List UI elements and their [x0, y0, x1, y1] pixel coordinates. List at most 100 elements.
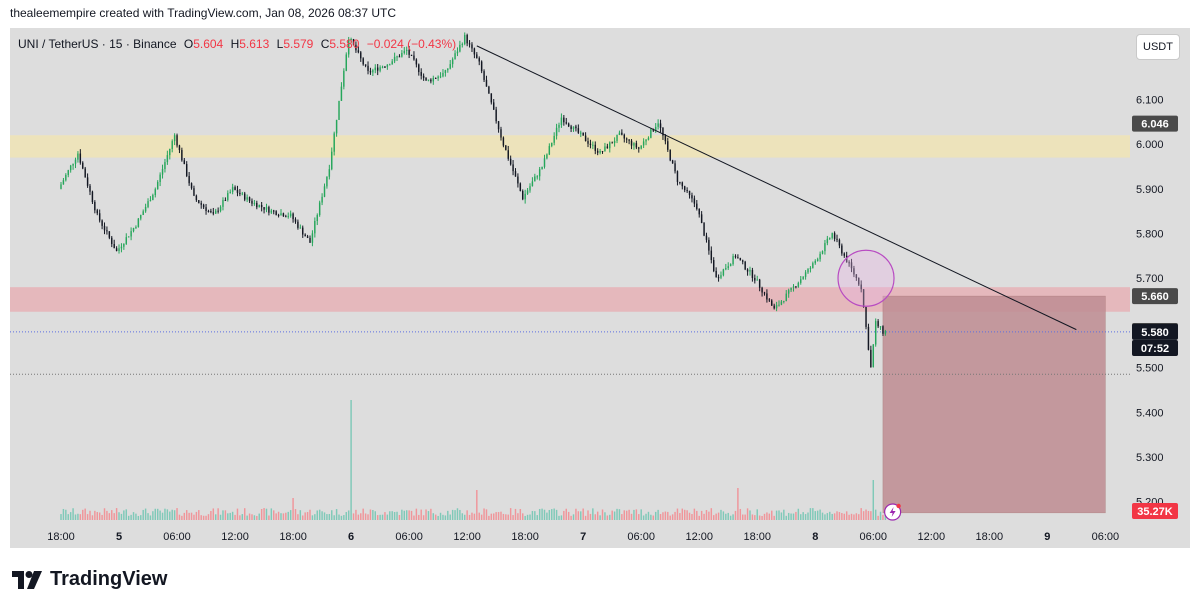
candle-down [207, 210, 210, 212]
volume-bar [246, 515, 248, 520]
candle-up [802, 276, 804, 280]
candle-down [367, 65, 369, 71]
volume-bar [188, 512, 190, 520]
symbol-name[interactable]: UNI / TetherUS · 15 · Binance [18, 37, 177, 51]
volume-bar [432, 513, 435, 520]
volume-bar [401, 509, 403, 520]
candle-down [357, 50, 360, 53]
candle-down [705, 235, 708, 240]
volume-bar [587, 510, 589, 520]
volume-bar [824, 514, 826, 520]
short-position-box[interactable] [882, 295, 1106, 514]
highlight-circle[interactable] [837, 249, 895, 307]
candle-up [526, 190, 529, 194]
volume-bar [444, 515, 447, 520]
trendline[interactable] [476, 45, 1077, 331]
candle-down [858, 277, 860, 285]
candle-down [838, 239, 841, 246]
candle-up [258, 204, 260, 208]
price-badge [1132, 288, 1178, 305]
volume-bar [147, 513, 149, 520]
candle-up [633, 143, 635, 146]
volume-bar [386, 514, 389, 520]
volume-bar [234, 514, 236, 520]
volume-bar [314, 514, 316, 520]
candle-down [698, 208, 700, 215]
volume-bar [674, 511, 676, 520]
volume-bar [280, 513, 282, 520]
volume-bar [696, 510, 698, 520]
candle-up [819, 253, 821, 260]
price-tick-label: 5.700 [1136, 273, 1164, 285]
time-tick-label: 8 [812, 531, 818, 543]
candle-down [224, 200, 227, 202]
volume-bar [795, 511, 797, 520]
candle-down [611, 142, 613, 144]
volume-bar [410, 510, 413, 520]
candle-up [229, 191, 231, 194]
volume-bar [98, 512, 101, 520]
volume-bar [84, 508, 86, 520]
candle-down [795, 286, 797, 288]
volume-bar [611, 510, 613, 520]
candle-down [212, 212, 215, 214]
candle-up [171, 141, 173, 149]
candle-up [449, 64, 451, 69]
candle-down [408, 49, 410, 55]
volume-bar [466, 510, 468, 520]
volume-bar [239, 515, 241, 520]
overlay-layer [476, 45, 1077, 521]
candle-up [821, 251, 824, 254]
volume-bar [142, 509, 144, 520]
volume-bar [86, 514, 89, 520]
candle-up [338, 100, 340, 120]
volume-bar [671, 514, 674, 520]
volume-bar [333, 515, 335, 520]
candle-down [710, 250, 713, 261]
volume-bar [231, 511, 234, 520]
candlestick-chart[interactable]: 6.2006.1006.0005.9005.8005.7005.5005.400… [10, 28, 1190, 548]
candle-down [101, 220, 103, 226]
candle-down [190, 183, 193, 189]
candle-down [178, 145, 181, 151]
candle-down [413, 55, 415, 60]
candle-down [422, 75, 425, 78]
volume-bar [850, 513, 853, 520]
volume-bar [766, 512, 768, 520]
volume-bar [715, 513, 717, 520]
volume-bar [548, 509, 551, 520]
chart-area[interactable]: 6.2006.1006.0005.9005.8005.7005.5005.400… [10, 28, 1190, 548]
candle-down [848, 262, 850, 264]
volume-bar [77, 513, 79, 520]
candle-down [877, 321, 879, 327]
candle-down [700, 214, 703, 224]
volume-bar [737, 488, 739, 520]
price-badge [1132, 339, 1178, 356]
volume-bar [742, 514, 744, 520]
volume-bar [705, 510, 708, 520]
volume-bar [483, 508, 485, 520]
candle-up [437, 76, 439, 79]
volume-bar [265, 508, 268, 520]
volume-bar [210, 510, 212, 520]
candle-down [306, 236, 309, 238]
volume-bar [616, 508, 618, 520]
candle-down [251, 200, 253, 204]
volume-bar [270, 508, 273, 520]
candle-up [657, 123, 659, 127]
candle-down [495, 109, 497, 122]
price-badge [1132, 323, 1178, 340]
volume-bar [787, 512, 790, 520]
candle-down [86, 177, 89, 186]
volume-bar [79, 514, 82, 520]
candle-up [572, 126, 575, 129]
candle-down [505, 145, 507, 151]
candle-down [771, 300, 773, 306]
currency-button[interactable]: USDT [1136, 34, 1180, 60]
candle-up [347, 39, 350, 55]
candle-down [82, 162, 84, 169]
volume-bar [463, 514, 466, 520]
candle-up [147, 201, 149, 207]
volume-bar [570, 515, 572, 520]
candle-up [69, 165, 72, 171]
